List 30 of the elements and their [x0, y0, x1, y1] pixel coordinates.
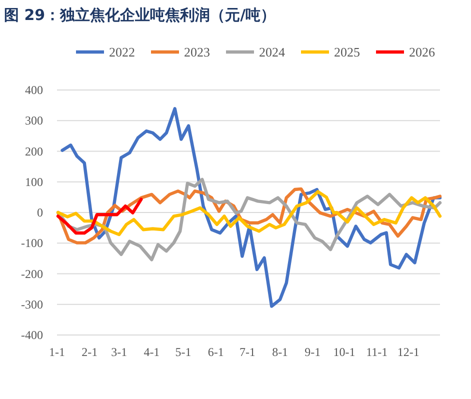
legend-label: 2024 [259, 44, 286, 60]
y-tick-label: 400 [25, 83, 43, 97]
x-tick-label: 2-1 [82, 345, 98, 359]
x-tick-label: 4-1 [144, 345, 160, 359]
x-tick-label: 5-1 [175, 345, 192, 359]
legend-label: 2022 [109, 44, 135, 60]
y-tick-label: 0 [37, 206, 43, 220]
legend-label: 2023 [184, 44, 210, 60]
y-tick-label: -400 [21, 328, 43, 342]
legend-label: 2025 [334, 44, 360, 60]
y-tick-label: 100 [25, 174, 43, 189]
line-series [56, 198, 143, 235]
x-tick-label: 8-1 [272, 345, 288, 359]
x-tick-label: 1-1 [49, 345, 65, 359]
x-tick-label: 6-1 [208, 345, 224, 359]
x-tick-label: 10-1 [333, 345, 356, 359]
y-tick-label: -300 [21, 297, 43, 312]
x-tick-label: 9-1 [304, 345, 321, 359]
x-tick-label: 3-1 [111, 345, 128, 359]
line-series [60, 107, 442, 308]
legend-label: 2026 [409, 44, 436, 60]
y-tick-label: 300 [25, 114, 43, 128]
line-series [56, 190, 442, 236]
chart-title: 图 29：独立焦化企业吨焦利润（元/吨） [4, 6, 276, 24]
x-tick-label: 11-1 [366, 345, 388, 359]
y-tick-label: -100 [21, 236, 43, 250]
y-tick-label: -200 [21, 266, 43, 281]
x-tick-label: 12-1 [397, 345, 420, 359]
x-tick-label: 7-1 [239, 345, 256, 359]
y-tick-label: 200 [25, 144, 43, 158]
